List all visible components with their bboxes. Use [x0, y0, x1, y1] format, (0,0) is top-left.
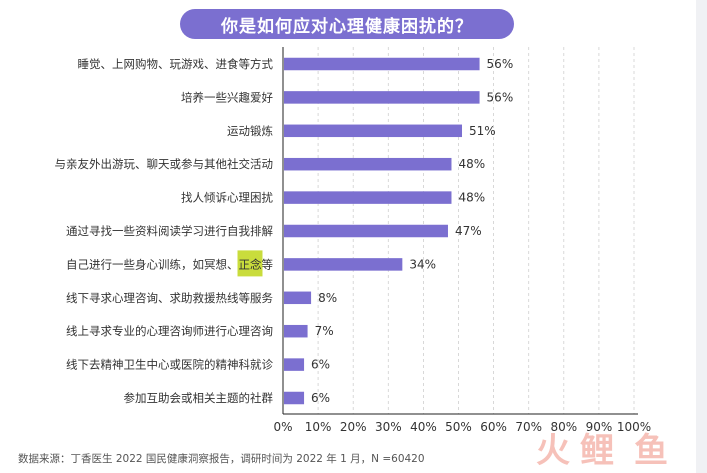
value-label: 51% — [469, 124, 496, 138]
value-label: 8% — [318, 291, 337, 305]
value-label: 6% — [311, 391, 330, 405]
category-label: 通过寻找一些资料阅读学习进行自我排解 — [66, 224, 273, 238]
watermark-logo: 火 鲤 鱼 — [536, 431, 668, 470]
bar — [284, 258, 403, 271]
value-label: 56% — [487, 90, 514, 104]
value-label: 47% — [455, 224, 482, 238]
watermark-char-3: 鱼 — [634, 431, 668, 470]
bar — [284, 391, 305, 405]
x-tick-label: 80% — [550, 420, 577, 434]
x-tick-label: 10% — [305, 420, 332, 434]
x-tick-label: 60% — [480, 420, 507, 434]
watermark-char-2: 鲤 — [580, 431, 614, 470]
bar — [284, 358, 305, 371]
highlight-mark — [237, 250, 263, 277]
x-tick-label: 0% — [273, 420, 292, 434]
x-tick-label: 70% — [515, 420, 542, 434]
category-label: 培养一些兴趣爱好 — [181, 90, 273, 104]
page-edge-strip — [696, 0, 707, 473]
category-label: 线上寻求专业的心理咨询师进行心理咨询 — [66, 324, 273, 338]
category-label: 运动锻炼 — [227, 124, 273, 138]
chart-title: 你是如何应对心理健康困扰的？ — [180, 9, 514, 39]
value-label: 48% — [458, 157, 485, 171]
x-tick-label: 20% — [340, 420, 367, 434]
category-label: 线下寻求心理咨询、求助救援热线等服务 — [66, 291, 273, 305]
data-source-note: 数据来源：丁香医生 2022 国民健康洞察报告，调研时间为 2022 年 1 月… — [18, 453, 425, 465]
bar — [284, 157, 452, 171]
value-label: 6% — [311, 358, 330, 372]
category-label: 线下去精神卫生中心或医院的精神科就诊 — [66, 358, 273, 372]
bar — [284, 57, 480, 71]
bar — [284, 291, 312, 305]
category-label: 睡觉、上网购物、玩游戏、进食等方式 — [78, 57, 274, 71]
x-tick-label: 40% — [410, 420, 437, 434]
value-label: 7% — [315, 324, 334, 338]
x-tick-label: 50% — [445, 420, 472, 434]
value-label: 56% — [487, 57, 514, 71]
value-label: 48% — [458, 191, 485, 205]
x-tick-label: 30% — [375, 420, 402, 434]
category-label: 与亲友外出游玩、聊天或参与其他社交活动 — [55, 157, 274, 171]
watermark-char-1: 火 — [536, 431, 570, 470]
bar — [284, 124, 463, 138]
bar — [284, 224, 448, 238]
x-tick-label: 100% — [617, 420, 651, 434]
category-label: 参加互助会或相关主题的社群 — [124, 391, 274, 405]
category-label: 找人倾诉心理困扰 — [181, 191, 273, 205]
bar — [284, 324, 308, 338]
bar — [284, 91, 480, 104]
x-tick-label: 90% — [586, 420, 613, 434]
bar — [284, 191, 452, 204]
category-label: 自己进行一些身心训练，如冥想、正念等 — [66, 257, 273, 271]
value-label: 34% — [409, 257, 436, 271]
